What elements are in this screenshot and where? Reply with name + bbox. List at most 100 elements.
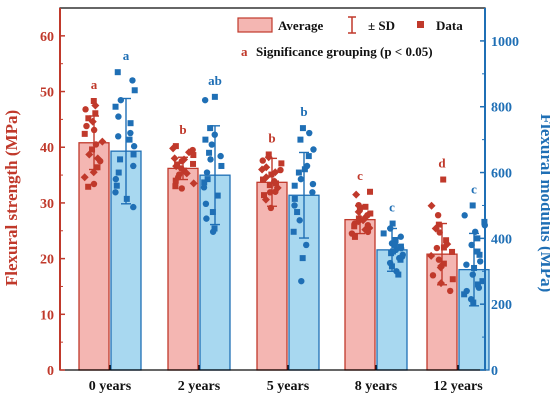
data-point-left <box>266 182 273 189</box>
data-point-left <box>189 179 198 188</box>
data-point-right <box>380 230 387 237</box>
x-tick-label: 5 years <box>267 379 310 394</box>
y-tick-label-left: 0 <box>47 364 54 379</box>
data-point-left <box>364 228 372 236</box>
data-point-left <box>80 173 89 182</box>
data-point-left <box>434 211 442 219</box>
data-point-right <box>206 149 213 156</box>
data-point-right <box>291 182 298 189</box>
data-point-right <box>391 241 398 248</box>
data-point-right <box>130 162 137 170</box>
data-point-right <box>303 241 310 249</box>
data-point-left <box>277 166 284 174</box>
y-tick-label-right: 600 <box>491 167 512 182</box>
bar-left-1 <box>167 167 199 371</box>
data-point-right <box>395 271 402 278</box>
data-point-right <box>474 281 481 288</box>
data-point-left <box>264 153 273 162</box>
significance-letter-right-2: b <box>300 104 307 119</box>
significance-letter-left-1: b <box>179 122 186 137</box>
y-axis-right-label: Flexural modulus (MPa) <box>537 114 550 293</box>
data-point-right <box>297 136 304 143</box>
data-point-right <box>203 215 210 222</box>
data-point-right <box>294 209 301 216</box>
y-tick-label-right: 200 <box>491 298 512 313</box>
data-point-left <box>271 168 280 177</box>
data-point-left <box>367 188 374 195</box>
data-point-right <box>123 195 130 202</box>
data-point-left <box>93 154 102 163</box>
data-point-left <box>90 180 98 188</box>
data-point-right <box>290 228 297 235</box>
data-point-right <box>389 220 396 227</box>
data-point-left <box>351 223 358 230</box>
data-point-right <box>299 125 306 132</box>
significance-letter-left-0: a <box>91 77 98 92</box>
data-point-left <box>81 130 88 137</box>
data-point-left <box>169 144 178 153</box>
data-point-right <box>207 156 214 163</box>
data-point-right <box>461 212 468 219</box>
significance-letter-left-3: c <box>357 168 363 183</box>
data-point-right <box>463 287 470 295</box>
data-point-left <box>85 115 92 122</box>
data-point-right <box>113 182 120 189</box>
data-point-left <box>92 110 99 117</box>
data-point-left <box>449 248 456 255</box>
bar-left-0 <box>78 142 110 371</box>
significance-letter-right-1: ab <box>208 73 222 88</box>
data-point-right <box>476 251 483 258</box>
significance-letter-left-4: d <box>438 156 446 171</box>
data-point-right <box>114 69 121 76</box>
data-point-left <box>181 167 188 174</box>
data-point-right <box>297 175 305 183</box>
x-tick-label: 2 years <box>178 379 221 394</box>
data-point-right <box>217 152 224 160</box>
data-point-left <box>261 195 270 204</box>
data-point-right <box>474 248 481 255</box>
data-point-right <box>127 120 134 127</box>
data-point-right <box>201 96 209 104</box>
data-point-left <box>178 185 186 192</box>
y-tick-label-right: 400 <box>491 232 512 247</box>
x-tick-label: 0 years <box>89 379 132 394</box>
data-point-right <box>469 202 476 209</box>
data-point-left <box>359 216 368 225</box>
data-point-right <box>214 192 221 199</box>
data-point-right <box>296 217 303 224</box>
legend-sd-symbol <box>348 16 356 34</box>
data-point-left <box>85 150 94 159</box>
data-point-right <box>211 93 218 100</box>
data-point-right <box>209 228 217 235</box>
data-point-right <box>115 113 122 120</box>
data-point-right <box>130 151 137 158</box>
x-tick-label: 12 years <box>433 379 483 394</box>
data-point-right <box>479 278 486 285</box>
data-point-right <box>115 169 122 176</box>
data-point-right <box>204 176 211 183</box>
data-point-right <box>130 203 137 211</box>
data-point-left <box>258 165 267 174</box>
data-point-right <box>130 143 138 150</box>
data-point-right <box>299 255 306 262</box>
data-point-left <box>89 168 98 177</box>
data-point-right <box>309 189 316 196</box>
data-point-right <box>201 179 208 186</box>
significance-letter-right-4: c <box>471 181 477 196</box>
data-point-right <box>306 129 313 137</box>
data-point-left <box>94 164 101 171</box>
data-point-right <box>389 248 396 255</box>
data-point-right <box>202 200 210 208</box>
data-point-left <box>174 161 181 168</box>
data-point-left <box>449 276 456 283</box>
data-point-left <box>272 188 279 195</box>
y-tick-label-right: 1000 <box>491 35 519 50</box>
data-point-left <box>88 117 97 126</box>
data-point-left <box>440 176 447 183</box>
data-point-left <box>82 106 89 113</box>
legend-average-label: Average <box>278 18 323 33</box>
data-point-left <box>433 244 441 252</box>
data-point-right <box>126 136 133 143</box>
x-tick-label: 8 years <box>355 379 398 394</box>
